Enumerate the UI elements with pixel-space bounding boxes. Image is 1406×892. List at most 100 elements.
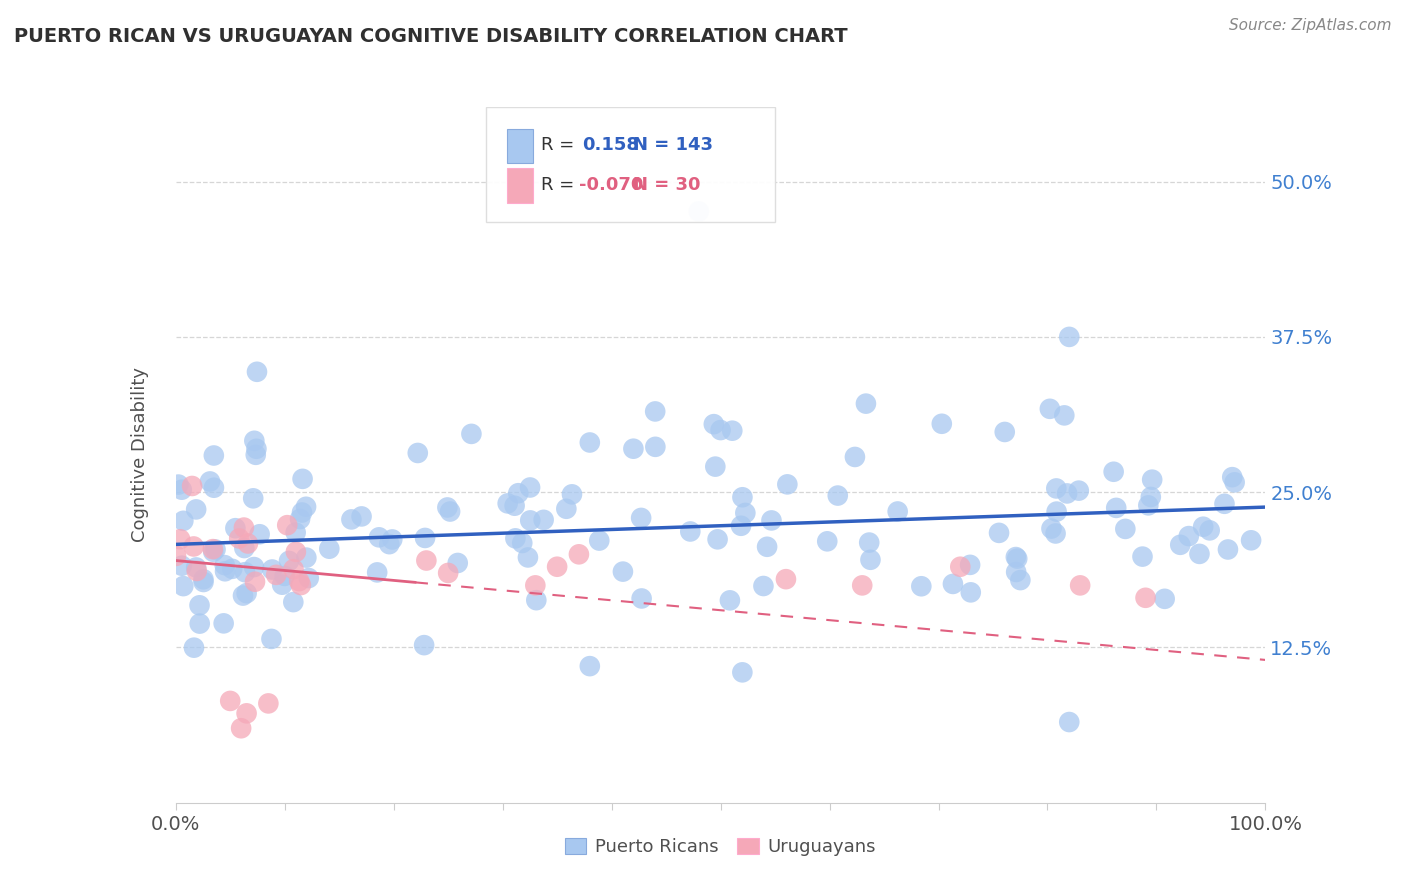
Point bbox=[859, 553, 882, 567]
Point bbox=[245, 448, 267, 462]
Point bbox=[406, 446, 429, 460]
Point bbox=[212, 616, 235, 631]
Point bbox=[165, 549, 187, 563]
Point bbox=[1053, 409, 1076, 423]
Point bbox=[233, 541, 256, 555]
Point bbox=[1198, 524, 1220, 538]
Point bbox=[318, 541, 340, 556]
Point bbox=[193, 572, 215, 586]
Point bbox=[183, 540, 205, 554]
Text: Source: ZipAtlas.com: Source: ZipAtlas.com bbox=[1229, 18, 1392, 33]
Point bbox=[219, 694, 242, 708]
Point bbox=[181, 479, 204, 493]
Point bbox=[1139, 490, 1161, 504]
Point bbox=[368, 530, 391, 544]
Point bbox=[776, 477, 799, 491]
Point bbox=[460, 426, 482, 441]
Point bbox=[233, 565, 256, 579]
Point bbox=[844, 450, 866, 464]
Point bbox=[172, 579, 194, 593]
Point bbox=[243, 560, 266, 574]
Point bbox=[202, 449, 225, 463]
Point bbox=[546, 559, 568, 574]
Point bbox=[612, 565, 634, 579]
Legend: Puerto Ricans, Uruguayans: Puerto Ricans, Uruguayans bbox=[565, 838, 876, 856]
Point bbox=[519, 513, 541, 527]
Point bbox=[214, 558, 236, 573]
Point bbox=[734, 506, 756, 520]
Point bbox=[350, 509, 373, 524]
Text: R =: R = bbox=[541, 136, 574, 154]
Point bbox=[1045, 526, 1067, 541]
Point bbox=[284, 525, 307, 540]
Point bbox=[959, 558, 981, 572]
Point bbox=[276, 518, 298, 533]
Point bbox=[533, 513, 555, 527]
Point bbox=[246, 365, 269, 379]
Point bbox=[1188, 547, 1211, 561]
Point bbox=[524, 578, 547, 592]
Point bbox=[752, 579, 775, 593]
Point bbox=[291, 506, 314, 520]
Point bbox=[186, 560, 208, 574]
Point bbox=[271, 578, 294, 592]
Point bbox=[288, 512, 311, 526]
Point bbox=[827, 489, 849, 503]
Point bbox=[505, 532, 527, 546]
Point bbox=[1102, 465, 1125, 479]
Point bbox=[959, 585, 981, 599]
Point bbox=[942, 577, 965, 591]
Point bbox=[731, 490, 754, 504]
Point bbox=[568, 547, 591, 561]
Point bbox=[202, 545, 225, 559]
Point bbox=[588, 533, 610, 548]
Point bbox=[436, 500, 458, 515]
Point bbox=[886, 504, 908, 518]
Point bbox=[202, 481, 225, 495]
Point bbox=[1005, 565, 1028, 579]
Point bbox=[555, 501, 578, 516]
Point bbox=[1057, 330, 1080, 344]
Point bbox=[413, 531, 436, 545]
Point bbox=[1045, 482, 1067, 496]
Point bbox=[994, 425, 1017, 439]
Point bbox=[508, 486, 530, 500]
Text: 0.158: 0.158 bbox=[582, 136, 640, 154]
Point bbox=[188, 599, 211, 613]
Point bbox=[688, 204, 710, 219]
Point bbox=[516, 550, 538, 565]
Point bbox=[579, 435, 602, 450]
Point bbox=[496, 496, 519, 510]
Point bbox=[221, 562, 243, 576]
Point bbox=[644, 440, 666, 454]
Point bbox=[224, 521, 246, 535]
Point bbox=[1178, 529, 1201, 543]
Point bbox=[718, 593, 741, 607]
Point bbox=[855, 396, 877, 410]
Point bbox=[704, 459, 727, 474]
Point bbox=[579, 659, 602, 673]
Point bbox=[949, 559, 972, 574]
Point bbox=[439, 504, 461, 518]
Point bbox=[260, 632, 283, 646]
Point bbox=[201, 542, 224, 557]
Point bbox=[214, 564, 236, 578]
Point bbox=[232, 520, 254, 534]
Point bbox=[1213, 497, 1236, 511]
Point bbox=[1040, 522, 1063, 536]
Point bbox=[284, 545, 307, 559]
FancyBboxPatch shape bbox=[508, 169, 533, 203]
Point bbox=[1004, 549, 1026, 564]
Point bbox=[988, 525, 1011, 540]
Point bbox=[561, 487, 583, 501]
Point bbox=[169, 533, 191, 547]
Point bbox=[730, 518, 752, 533]
Point bbox=[756, 540, 779, 554]
Text: N = 143: N = 143 bbox=[633, 136, 713, 154]
Point bbox=[257, 697, 280, 711]
Point bbox=[858, 535, 880, 549]
Point bbox=[283, 562, 305, 576]
Point bbox=[183, 640, 205, 655]
Point bbox=[167, 477, 190, 491]
Point bbox=[437, 566, 460, 580]
